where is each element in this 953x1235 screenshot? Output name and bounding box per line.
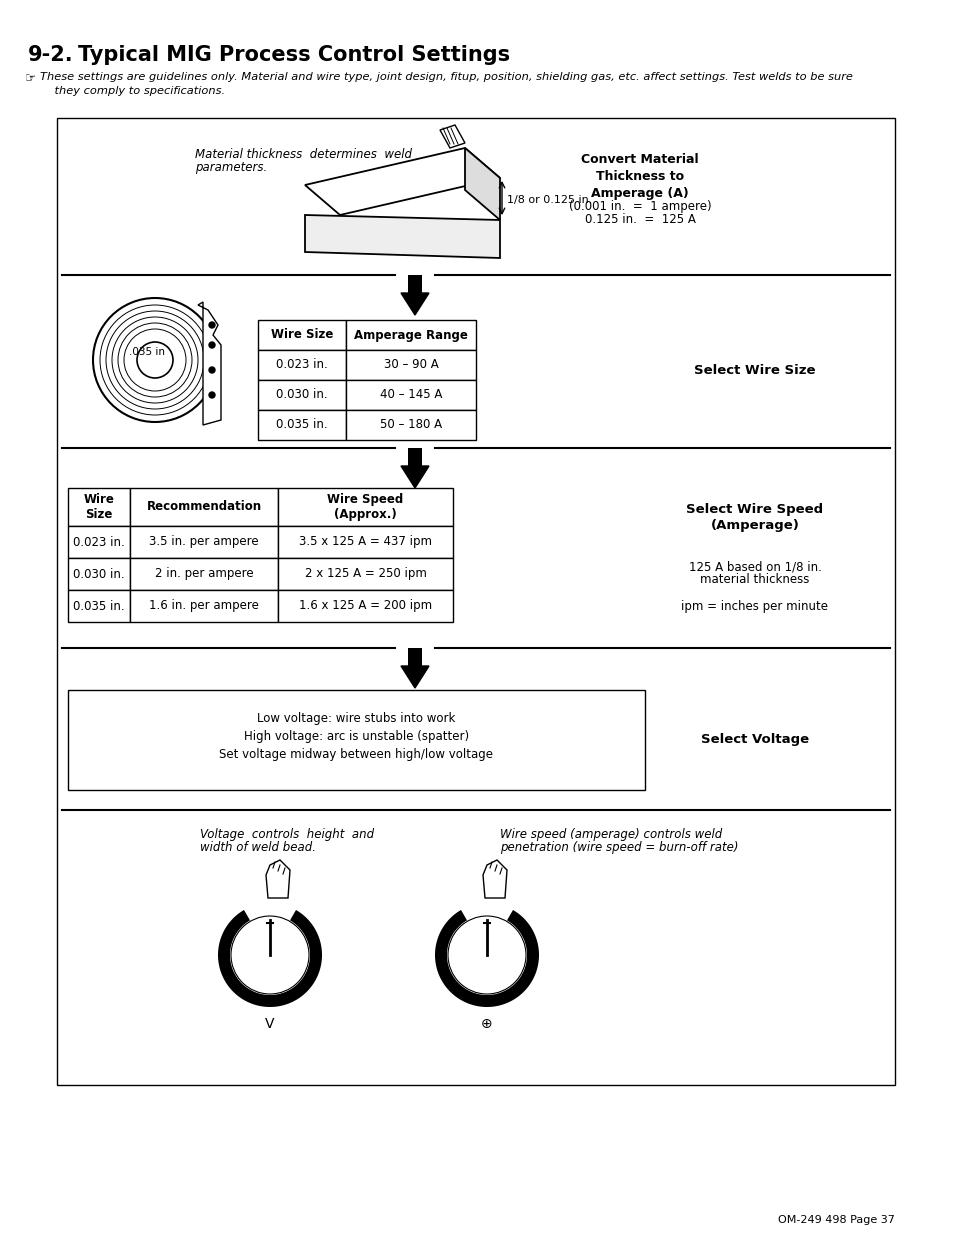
Text: 0.035 in.: 0.035 in. bbox=[73, 599, 125, 613]
Bar bbox=[257, 410, 346, 440]
Bar bbox=[346, 350, 476, 380]
Circle shape bbox=[231, 916, 309, 994]
Polygon shape bbox=[482, 860, 506, 898]
Bar bbox=[57, 119, 894, 1086]
Polygon shape bbox=[305, 215, 499, 258]
Bar bbox=[277, 488, 453, 526]
Text: Voltage  controls  height  and: Voltage controls height and bbox=[200, 827, 374, 841]
Text: 2 in. per ampere: 2 in. per ampere bbox=[154, 568, 253, 580]
Bar bbox=[277, 590, 453, 622]
Text: (Amperage): (Amperage) bbox=[710, 520, 799, 532]
Text: 3.5 in. per ampere: 3.5 in. per ampere bbox=[149, 536, 258, 548]
Bar bbox=[408, 275, 421, 293]
Bar bbox=[257, 380, 346, 410]
Text: 0.035 in.: 0.035 in. bbox=[276, 419, 328, 431]
Text: material thickness: material thickness bbox=[700, 573, 809, 585]
Text: 1.6 in. per ampere: 1.6 in. per ampere bbox=[149, 599, 258, 613]
Text: OM-249 498 Page 37: OM-249 498 Page 37 bbox=[778, 1215, 894, 1225]
Text: 0.030 in.: 0.030 in. bbox=[73, 568, 125, 580]
Polygon shape bbox=[435, 910, 538, 1007]
Circle shape bbox=[209, 367, 214, 373]
Text: These settings are guidelines only. Material and wire type, joint design, fitup,: These settings are guidelines only. Mate… bbox=[40, 72, 852, 96]
Text: ☞: ☞ bbox=[25, 72, 36, 85]
Bar bbox=[68, 590, 130, 622]
Polygon shape bbox=[400, 293, 429, 315]
Text: width of weld bead.: width of weld bead. bbox=[200, 841, 315, 853]
Bar bbox=[130, 590, 277, 622]
Circle shape bbox=[448, 916, 525, 994]
Text: Recommendation: Recommendation bbox=[146, 500, 261, 514]
Text: 30 – 90 A: 30 – 90 A bbox=[383, 358, 438, 372]
Text: 50 – 180 A: 50 – 180 A bbox=[379, 419, 441, 431]
Polygon shape bbox=[305, 148, 499, 215]
Bar bbox=[346, 380, 476, 410]
Text: Wire Size: Wire Size bbox=[271, 329, 333, 342]
Bar bbox=[130, 558, 277, 590]
Circle shape bbox=[92, 298, 216, 422]
Polygon shape bbox=[439, 125, 464, 148]
Bar bbox=[68, 690, 644, 790]
Polygon shape bbox=[400, 666, 429, 688]
Text: ⊕: ⊕ bbox=[480, 1016, 493, 1031]
Polygon shape bbox=[400, 466, 429, 488]
Text: 3.5 x 125 A = 437 ipm: 3.5 x 125 A = 437 ipm bbox=[298, 536, 432, 548]
Text: 125 A based on 1/8 in.: 125 A based on 1/8 in. bbox=[688, 559, 821, 573]
Text: Set voltage midway between high/low voltage: Set voltage midway between high/low volt… bbox=[219, 748, 493, 761]
Text: (0.001 in.  =  1 ampere): (0.001 in. = 1 ampere) bbox=[568, 200, 711, 212]
Text: 0.023 in.: 0.023 in. bbox=[73, 536, 125, 548]
Text: Convert Material
Thickness to
Amperage (A): Convert Material Thickness to Amperage (… bbox=[580, 153, 699, 200]
Polygon shape bbox=[266, 860, 290, 898]
Circle shape bbox=[137, 342, 172, 378]
Polygon shape bbox=[218, 910, 322, 1007]
Bar bbox=[346, 410, 476, 440]
Bar bbox=[408, 448, 421, 466]
Bar bbox=[257, 320, 346, 350]
Bar bbox=[68, 558, 130, 590]
Text: 9-2.: 9-2. bbox=[28, 44, 73, 65]
Bar bbox=[277, 526, 453, 558]
Text: 0.125 in.  =  125 A: 0.125 in. = 125 A bbox=[584, 212, 695, 226]
Text: 0.030 in.: 0.030 in. bbox=[276, 389, 328, 401]
Bar bbox=[130, 526, 277, 558]
Text: parameters.: parameters. bbox=[194, 161, 267, 174]
Text: Wire
Size: Wire Size bbox=[84, 493, 114, 521]
Bar bbox=[277, 558, 453, 590]
Text: Select Wire Size: Select Wire Size bbox=[694, 363, 815, 377]
Circle shape bbox=[209, 391, 214, 398]
Text: Select Voltage: Select Voltage bbox=[700, 734, 808, 746]
Polygon shape bbox=[464, 148, 499, 220]
Text: Material thickness  determines  weld: Material thickness determines weld bbox=[194, 148, 412, 161]
Text: ipm = inches per minute: ipm = inches per minute bbox=[680, 600, 827, 613]
Text: 0.023 in.: 0.023 in. bbox=[275, 358, 328, 372]
Text: 40 – 145 A: 40 – 145 A bbox=[379, 389, 442, 401]
Circle shape bbox=[209, 322, 214, 329]
Text: V: V bbox=[265, 1016, 274, 1031]
Bar bbox=[346, 320, 476, 350]
Text: Select Wire Speed: Select Wire Speed bbox=[686, 504, 822, 516]
Text: Amperage Range: Amperage Range bbox=[354, 329, 468, 342]
Circle shape bbox=[209, 342, 214, 348]
Bar bbox=[130, 488, 277, 526]
Bar bbox=[68, 526, 130, 558]
Text: 1/8 or 0.125 in.: 1/8 or 0.125 in. bbox=[506, 195, 592, 205]
Text: 2 x 125 A = 250 ipm: 2 x 125 A = 250 ipm bbox=[304, 568, 426, 580]
Bar bbox=[68, 488, 130, 526]
Text: Wire Speed
(Approx.): Wire Speed (Approx.) bbox=[327, 493, 403, 521]
Polygon shape bbox=[198, 303, 221, 425]
Text: .035 in: .035 in bbox=[129, 347, 165, 357]
Text: High voltage: arc is unstable (spatter): High voltage: arc is unstable (spatter) bbox=[244, 730, 469, 743]
Text: Wire speed (amperage) controls weld: Wire speed (amperage) controls weld bbox=[499, 827, 721, 841]
Text: 1.6 x 125 A = 200 ipm: 1.6 x 125 A = 200 ipm bbox=[298, 599, 432, 613]
Bar bbox=[257, 350, 346, 380]
Bar bbox=[408, 648, 421, 666]
Text: penetration (wire speed = burn-off rate): penetration (wire speed = burn-off rate) bbox=[499, 841, 738, 853]
Text: Low voltage: wire stubs into work: Low voltage: wire stubs into work bbox=[257, 713, 456, 725]
Text: Typical MIG Process Control Settings: Typical MIG Process Control Settings bbox=[78, 44, 510, 65]
